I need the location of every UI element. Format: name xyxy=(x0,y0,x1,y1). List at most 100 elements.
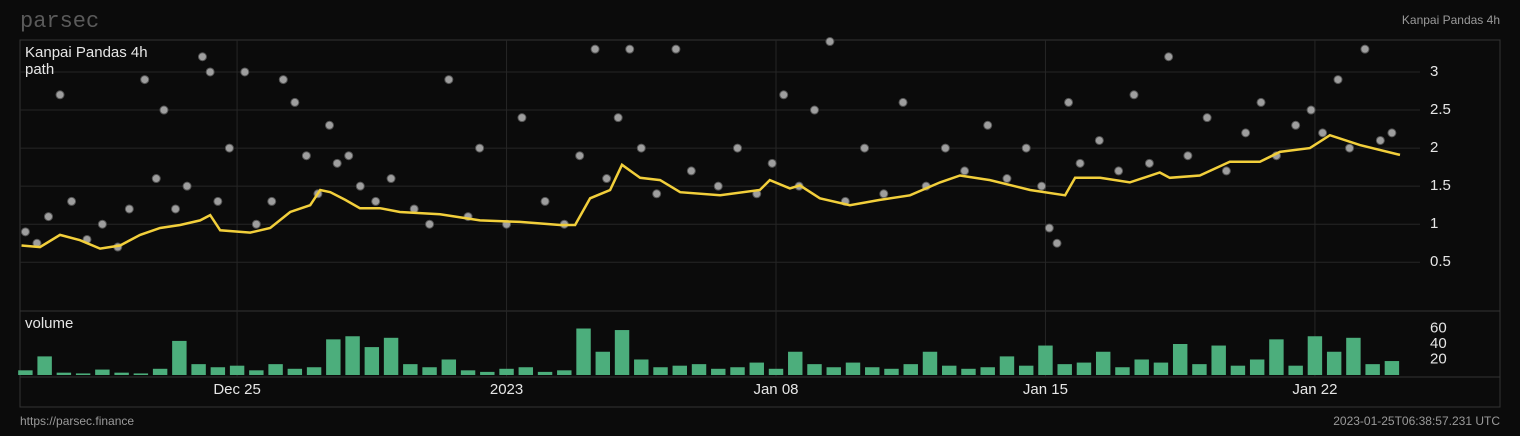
volume-bar xyxy=(1249,359,1265,375)
volume-bar xyxy=(537,371,553,375)
point xyxy=(475,143,485,153)
point xyxy=(1202,113,1212,123)
volume-bar xyxy=(229,365,245,375)
point xyxy=(540,196,550,206)
point xyxy=(97,219,107,229)
volume-bar xyxy=(326,339,341,375)
point xyxy=(636,143,646,153)
point xyxy=(1075,158,1085,168)
brand: parsec xyxy=(20,9,99,34)
point xyxy=(879,189,889,199)
volume-bar xyxy=(152,368,168,375)
point xyxy=(860,143,870,153)
point xyxy=(1375,135,1385,145)
point xyxy=(290,97,300,107)
point xyxy=(278,75,288,85)
volume-bar xyxy=(1095,351,1111,375)
volume-bar xyxy=(210,367,226,375)
volume-bar xyxy=(1307,336,1323,375)
point xyxy=(1129,90,1139,100)
volume-bar xyxy=(1115,367,1130,375)
y-tick-label: 2 xyxy=(1430,139,1438,156)
point xyxy=(124,204,134,214)
volume-bar xyxy=(249,370,264,375)
point xyxy=(159,105,169,115)
point xyxy=(1345,143,1355,153)
volume-bar xyxy=(114,372,129,375)
point xyxy=(151,174,161,184)
volume-bar xyxy=(37,356,52,375)
y-tick-label: 40 xyxy=(1430,335,1447,352)
volume-bar xyxy=(788,351,803,375)
point xyxy=(1114,166,1124,176)
volume-bar xyxy=(845,362,861,375)
point xyxy=(1241,128,1251,138)
volume-bar xyxy=(518,367,534,375)
point xyxy=(301,151,311,161)
volume-bar xyxy=(999,356,1015,375)
point xyxy=(575,151,585,161)
point xyxy=(355,181,365,191)
volume-bar xyxy=(403,364,418,375)
volume-bar xyxy=(1288,365,1303,375)
volume-bar xyxy=(480,371,495,375)
point xyxy=(224,143,234,153)
point xyxy=(444,75,454,85)
point xyxy=(182,181,192,191)
volume-bar xyxy=(441,359,457,375)
volume-bar xyxy=(942,365,957,375)
volume-bar xyxy=(133,373,149,375)
volume-bar xyxy=(306,367,322,375)
point xyxy=(713,181,723,191)
point xyxy=(240,67,250,77)
point xyxy=(1144,158,1154,168)
point xyxy=(1044,223,1054,233)
point xyxy=(983,120,993,130)
point xyxy=(1002,174,1012,184)
point xyxy=(213,196,223,206)
volume-bar xyxy=(749,362,764,375)
point xyxy=(67,196,77,206)
volume-bar xyxy=(1038,345,1053,375)
y-tick-label: 20 xyxy=(1430,350,1447,367)
volume-bar xyxy=(980,367,995,375)
point xyxy=(267,196,277,206)
volume-bar xyxy=(499,368,514,375)
point xyxy=(613,113,623,123)
volume-bar xyxy=(711,368,726,375)
volume-bar xyxy=(768,368,784,375)
volume-bar xyxy=(730,367,745,375)
volume-bar xyxy=(18,370,33,375)
volume-bar xyxy=(1018,365,1034,375)
volume-bar xyxy=(172,340,187,375)
volume-bar xyxy=(1326,351,1342,375)
volume-bar xyxy=(961,368,976,375)
point xyxy=(779,90,789,100)
point xyxy=(1387,128,1397,138)
point xyxy=(810,105,820,115)
volume-bar xyxy=(1230,365,1246,375)
legend-label: path xyxy=(25,61,54,78)
point xyxy=(1094,135,1104,145)
y-tick-label: 0.5 xyxy=(1430,253,1451,270)
legend-label: Kanpai Pandas 4h xyxy=(25,44,148,61)
x-tick-label: Dec 25 xyxy=(213,381,261,398)
point xyxy=(825,37,835,47)
y-tick-label: 60 xyxy=(1430,319,1447,336)
volume-bar xyxy=(826,367,841,375)
volume-bar xyxy=(922,351,938,375)
panel-title: volume xyxy=(25,315,73,332)
volume-bar xyxy=(1365,364,1380,375)
volume-bar xyxy=(1153,362,1169,375)
point xyxy=(1256,97,1266,107)
volume-bar xyxy=(422,367,437,375)
x-tick-label: Jan 22 xyxy=(1292,381,1337,398)
volume-bar xyxy=(557,370,572,375)
y-tick-label: 1.5 xyxy=(1430,177,1451,194)
volume-bar xyxy=(95,369,110,375)
volume-bar xyxy=(634,359,649,375)
volume-bar xyxy=(903,364,918,375)
volume-bar xyxy=(1269,339,1284,375)
volume-bar xyxy=(865,367,880,375)
